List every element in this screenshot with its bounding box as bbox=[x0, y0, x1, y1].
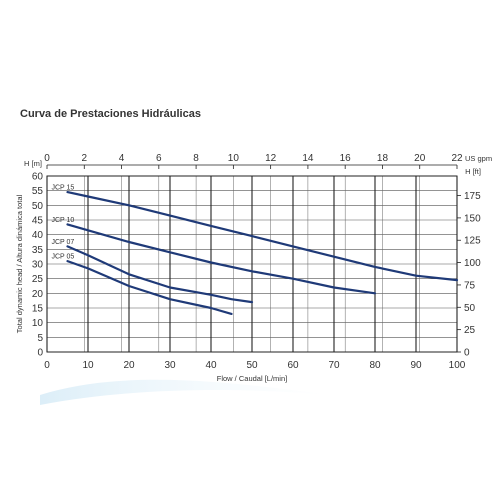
bottom-tick-label: 100 bbox=[449, 360, 466, 371]
left-tick-label: 0 bbox=[37, 348, 43, 359]
left-tick-label: 60 bbox=[32, 172, 44, 183]
plot-border bbox=[46, 175, 458, 353]
bottom-tick-label: 30 bbox=[164, 360, 176, 371]
top-tick-label: 10 bbox=[228, 153, 240, 164]
right-tick-label: 175 bbox=[464, 191, 481, 202]
top-tick-label: 14 bbox=[302, 153, 314, 164]
left-tick-label: 15 bbox=[32, 304, 44, 315]
bottom-tick-label: 90 bbox=[410, 360, 422, 371]
left-tick-label: 25 bbox=[32, 274, 44, 285]
left-tick-label: 20 bbox=[32, 289, 44, 300]
right-tick-label: 50 bbox=[464, 303, 476, 314]
series-line bbox=[66, 191, 459, 282]
background-swoosh bbox=[40, 379, 330, 405]
left-tick-label: 50 bbox=[32, 201, 44, 212]
left-unit-label: H [m] bbox=[24, 159, 42, 168]
page-title: Curva de Prestaciones Hidráulicas bbox=[20, 108, 201, 120]
y-axis-label: Total dynamic head / Altura dinámica tot… bbox=[15, 194, 24, 333]
series-line bbox=[66, 245, 254, 304]
right-unit-label: H [ft] bbox=[465, 167, 481, 176]
series-label: JCP 07 bbox=[52, 239, 75, 246]
left-tick-label: 10 bbox=[32, 318, 44, 329]
axes bbox=[46, 164, 461, 353]
bottom-tick-label: 80 bbox=[369, 360, 381, 371]
series-line bbox=[66, 260, 233, 315]
axis-labels: JCP 15 JCP 10 JCP 07 JCP 05 H [m] H [ft] US gp… bbox=[15, 154, 492, 383]
x-axis-label: Flow / Caudal [L/min] bbox=[217, 374, 287, 383]
series-label: JCP 15 bbox=[52, 185, 75, 192]
left-tick-label: 45 bbox=[32, 216, 44, 227]
right-tick-label: 150 bbox=[464, 213, 481, 224]
top-unit-label: US gpm bbox=[465, 154, 492, 163]
series-lines bbox=[66, 191, 459, 315]
left-tick-label: 30 bbox=[32, 260, 44, 271]
top-tick-label: 18 bbox=[377, 153, 389, 164]
bottom-tick-label: 60 bbox=[287, 360, 299, 371]
right-tick-label: 0 bbox=[464, 348, 470, 359]
bottom-tick-label: 50 bbox=[246, 360, 258, 371]
left-tick-label: 5 bbox=[37, 333, 43, 344]
left-tick-label: 55 bbox=[32, 186, 44, 197]
right-tick-label: 75 bbox=[464, 280, 476, 291]
top-tick-label: 4 bbox=[119, 153, 125, 164]
left-tick-label: 40 bbox=[32, 230, 44, 241]
series-line bbox=[66, 223, 377, 295]
bottom-tick-label: 20 bbox=[123, 360, 135, 371]
bottom-tick-label: 70 bbox=[328, 360, 340, 371]
top-tick-label: 20 bbox=[414, 153, 426, 164]
series-label: JCP 10 bbox=[52, 217, 75, 224]
top-tick-label: 22 bbox=[451, 153, 463, 164]
tick-labels: 0 2 4 6 8 10 12 14 16 18 20 220 10 20 30 40 50 60 70 80 90 10… bbox=[32, 153, 481, 371]
bottom-tick-label: 0 bbox=[44, 360, 50, 371]
series-label: JCP 05 bbox=[52, 254, 75, 261]
left-tick-label: 35 bbox=[32, 245, 44, 256]
bottom-tick-label: 10 bbox=[82, 360, 94, 371]
right-tick-label: 100 bbox=[464, 258, 481, 269]
right-tick-label: 125 bbox=[464, 236, 481, 247]
top-tick-label: 16 bbox=[340, 153, 352, 164]
top-tick-label: 0 bbox=[44, 153, 50, 164]
top-tick-label: 6 bbox=[156, 153, 162, 164]
top-tick-label: 2 bbox=[81, 153, 87, 164]
top-tick-label: 12 bbox=[265, 153, 277, 164]
top-tick-label: 8 bbox=[193, 153, 199, 164]
right-tick-label: 25 bbox=[464, 325, 476, 336]
bottom-tick-label: 40 bbox=[205, 360, 217, 371]
